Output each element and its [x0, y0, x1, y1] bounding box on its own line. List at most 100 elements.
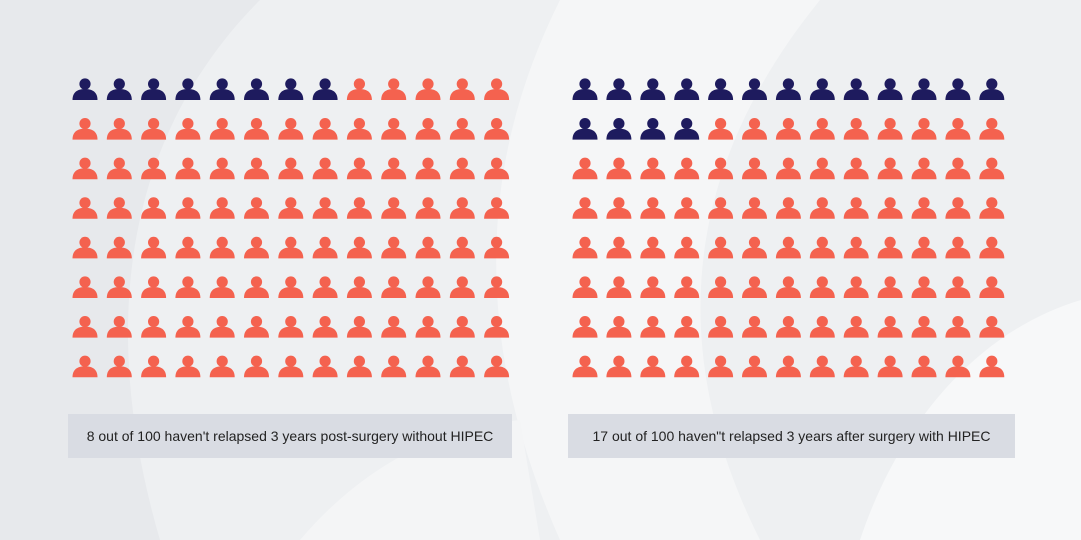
person-icon: [175, 236, 201, 259]
person-icon: [809, 316, 835, 338]
person-icon: [979, 157, 1005, 180]
person-icon: [106, 197, 132, 219]
person-icon: [674, 276, 700, 298]
person-icon: [843, 276, 869, 298]
person-icon: [381, 157, 407, 180]
person-icon: [674, 118, 700, 140]
person-icon: [209, 78, 235, 100]
person-icon: [346, 78, 372, 100]
person-icon: [346, 118, 372, 140]
person-icon: [945, 118, 971, 140]
person-icon: [911, 316, 937, 338]
person-icon: [415, 236, 441, 259]
person-icon: [708, 157, 734, 180]
person-icon: [911, 157, 937, 180]
person-icon: [606, 157, 632, 180]
person-icon: [674, 355, 700, 378]
person-icon: [674, 236, 700, 259]
person-icon: [809, 78, 835, 100]
person-icon: [484, 276, 510, 298]
person-icon: [312, 78, 338, 100]
person-icon: [415, 78, 441, 100]
person-icon: [175, 316, 201, 338]
person-icon: [572, 236, 598, 259]
person-icon: [606, 236, 632, 259]
person-icon: [484, 157, 510, 180]
person-icon: [877, 276, 903, 298]
person-icon: [449, 78, 475, 100]
person-icon: [244, 316, 269, 338]
person-icon: [278, 118, 304, 140]
person-icon: [312, 355, 338, 378]
person-icon: [606, 316, 632, 338]
person-icon: [106, 236, 132, 259]
person-icon: [244, 276, 269, 298]
person-icon: [381, 355, 407, 378]
person-icon: [775, 355, 801, 378]
person-icon: [877, 78, 903, 100]
person-icon: [72, 157, 98, 180]
person-icon: [278, 236, 304, 259]
person-icon: [911, 78, 937, 100]
person-icon: [640, 157, 666, 180]
person-icon: [244, 197, 269, 219]
person-icon: [449, 118, 475, 140]
person-icon: [775, 118, 801, 140]
person-icon: [415, 197, 441, 219]
person-icon: [843, 355, 869, 378]
person-icon: [209, 157, 235, 180]
person-icon: [809, 157, 835, 180]
person-icon: [742, 355, 767, 378]
person-icon: [775, 316, 801, 338]
person-icon: [640, 236, 666, 259]
person-icon: [809, 236, 835, 259]
person-icon: [346, 276, 372, 298]
person-icon: [346, 316, 372, 338]
person-icon: [209, 355, 235, 378]
person-icon: [484, 236, 510, 259]
person-icon: [175, 157, 201, 180]
person-icon: [415, 157, 441, 180]
person-icon: [449, 355, 475, 378]
person-icon: [244, 236, 269, 259]
person-icon: [606, 355, 632, 378]
person-icon: [415, 316, 441, 338]
person-icon: [572, 78, 598, 100]
person-icon: [278, 355, 304, 378]
person-icon: [945, 276, 971, 298]
person-icon: [843, 157, 869, 180]
person-icon: [945, 78, 971, 100]
person-icon: [911, 276, 937, 298]
person-icon: [175, 118, 201, 140]
person-icon: [979, 276, 1005, 298]
person-icon: [141, 316, 167, 338]
person-icon: [244, 118, 269, 140]
person-icon: [278, 157, 304, 180]
person-icon: [141, 197, 167, 219]
caption-without-hipec: 8 out of 100 haven't relapsed 3 years po…: [68, 414, 512, 458]
person-icon: [175, 197, 201, 219]
person-icon: [106, 316, 132, 338]
person-icon: [674, 157, 700, 180]
person-icon: [484, 197, 510, 219]
person-icon: [572, 197, 598, 219]
person-icon: [979, 316, 1005, 338]
pictogram-grid-without-hipec: [72, 78, 510, 378]
person-icon: [775, 236, 801, 259]
person-icon: [708, 236, 734, 259]
person-icon: [484, 355, 510, 378]
person-icon: [877, 236, 903, 259]
person-icon: [877, 157, 903, 180]
person-icon: [877, 316, 903, 338]
person-icon: [674, 197, 700, 219]
person-icon: [278, 316, 304, 338]
person-icon: [484, 118, 510, 140]
person-icon: [708, 355, 734, 378]
person-icon: [346, 157, 372, 180]
person-icon: [72, 78, 98, 100]
person-icon: [572, 118, 598, 140]
person-icon: [606, 118, 632, 140]
person-icon: [877, 355, 903, 378]
person-icon: [945, 197, 971, 219]
person-icon: [911, 197, 937, 219]
